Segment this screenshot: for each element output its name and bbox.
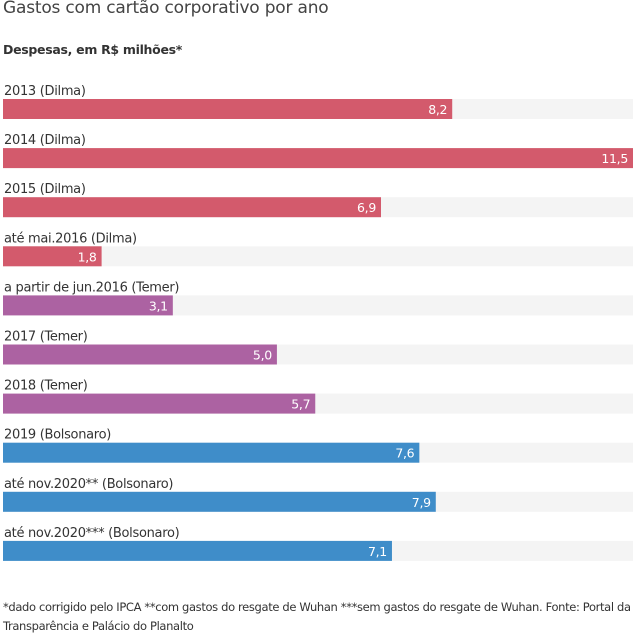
bar-row: 2018 (Temer) 5,7	[3, 379, 633, 414]
category-label: 2018 (Temer)	[4, 379, 88, 394]
category-label: até nov.2020*** (Bolsonaro)	[4, 526, 179, 541]
category-label: 2015 (Dilma)	[4, 182, 86, 197]
category-label: 2019 (Bolsonaro)	[4, 428, 111, 443]
bar	[3, 197, 381, 218]
bar-row: até nov.2020** (Bolsonaro) 7,9	[3, 477, 633, 512]
category-label: 2014 (Dilma)	[4, 133, 86, 148]
bar	[3, 393, 316, 414]
bar-row: até mai.2016 (Dilma) 1,8	[3, 231, 633, 267]
bar	[3, 540, 392, 561]
bar-row: 2014 (Dilma) 11,5	[3, 133, 633, 169]
bar	[3, 246, 102, 267]
value-label: 8,2	[428, 102, 447, 117]
category-label: até nov.2020** (Bolsonaro)	[4, 477, 173, 492]
category-label: até mai.2016 (Dilma)	[4, 231, 137, 246]
bar-row: 2015 (Dilma) 6,9	[3, 182, 633, 218]
bar-row: até nov.2020*** (Bolsonaro) 7,1	[3, 526, 633, 561]
value-label: 7,1	[368, 544, 387, 559]
bar	[3, 442, 420, 463]
bar-row: a partir de jun.2016 (Temer) 3,1	[3, 280, 633, 316]
footnote: *dado corrigido pelo IPCA **com gastos d…	[3, 600, 631, 633]
chart-title: Gastos com cartão corporativo por ano	[3, 0, 329, 18]
bar-row: 2019 (Bolsonaro) 7,6	[3, 428, 633, 463]
bar	[3, 491, 436, 512]
bar	[3, 148, 633, 169]
bar-row: 2017 (Temer) 5,0	[3, 330, 633, 365]
value-label: 1,8	[78, 249, 97, 264]
bar	[3, 344, 277, 365]
bar	[3, 295, 173, 316]
bar-row: 2013 (Dilma) 8,2	[3, 84, 633, 119]
category-label: a partir de jun.2016 (Temer)	[4, 280, 179, 295]
value-label: 11,5	[601, 151, 628, 166]
value-label: 5,7	[291, 397, 310, 412]
value-label: 6,9	[357, 200, 376, 215]
value-label: 3,1	[149, 298, 168, 313]
bar	[3, 99, 453, 119]
value-label: 7,9	[412, 495, 431, 510]
value-label: 5,0	[253, 348, 272, 363]
bar-track	[3, 246, 633, 267]
chart-subtitle: Despesas, em R$ milhões*	[3, 42, 183, 57]
value-label: 7,6	[395, 446, 414, 461]
category-label: 2017 (Temer)	[4, 330, 88, 345]
category-label: 2013 (Dilma)	[4, 84, 86, 99]
